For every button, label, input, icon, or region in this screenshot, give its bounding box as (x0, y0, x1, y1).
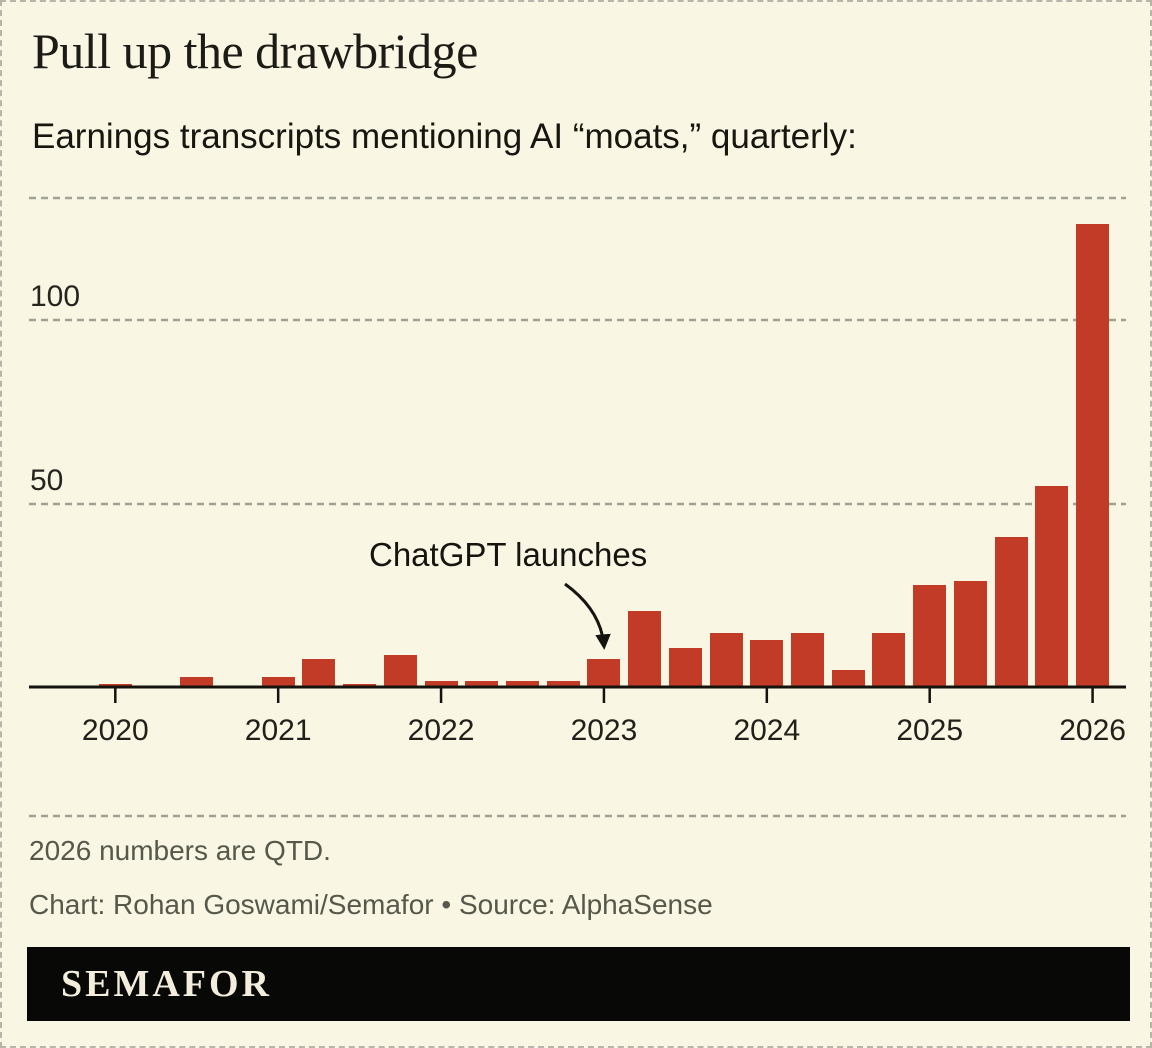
bar-2024-q3 (831, 669, 865, 688)
bar-2020-q1 (98, 684, 132, 688)
x-axis-label-2024: 2024 (733, 714, 801, 747)
bar-2024-q1 (750, 640, 784, 688)
bar-2023-q4 (709, 632, 743, 688)
bar-2021-q4 (383, 654, 417, 688)
semafor-logo: SEMAFOR (61, 963, 272, 1005)
bar-2022-q3 (506, 680, 539, 688)
x-axis-label-2026: 2026 (1059, 714, 1126, 747)
bar-2021-q2 (302, 658, 336, 688)
bar-2026-q1 (1076, 224, 1110, 688)
x-axis-label-2021: 2021 (244, 714, 312, 747)
annotation-label: ChatGPT launches (369, 536, 648, 573)
bar-2025-q2 (953, 581, 987, 688)
bar-2023-q1 (587, 658, 621, 688)
footer-credit: Chart: Rohan Goswami/Semafor • Source: A… (29, 889, 713, 920)
logo-bar: SEMAFOR (27, 947, 1130, 1021)
x-axis-label-2025: 2025 (896, 714, 964, 747)
bar-2023-q3 (668, 647, 702, 688)
bar-2022-q2 (465, 680, 499, 688)
x-axis-label-2023: 2023 (570, 714, 638, 747)
y-axis-label-100: 100 (30, 280, 81, 313)
x-axis-label-2020: 2020 (81, 714, 149, 747)
bar-2021-q1 (261, 676, 295, 688)
bar-2023-q2 (628, 610, 662, 688)
bar-2025-q3 (994, 537, 1028, 688)
x-axis-ticks (114, 688, 1094, 703)
bar-2022-q1 (424, 680, 458, 688)
annotation-arrow (564, 582, 611, 650)
chart-title: Pull up the drawbridge (32, 23, 478, 79)
footer-note: 2026 numbers are QTD. (29, 835, 331, 866)
y-axis-label-50: 50 (30, 464, 64, 497)
bar-2024-q4 (872, 632, 906, 688)
chart-subtitle: Earnings transcripts mentioning AI “moat… (32, 117, 857, 156)
bar-2020-q3 (180, 676, 214, 688)
bar-2025-q1 (913, 584, 947, 688)
bar-2024-q2 (791, 632, 825, 688)
bar-2025-q4 (1035, 485, 1069, 688)
x-axis-label-2022: 2022 (407, 714, 475, 747)
bar-2022-q4 (546, 680, 580, 688)
bar-2021-q3 (343, 684, 377, 688)
